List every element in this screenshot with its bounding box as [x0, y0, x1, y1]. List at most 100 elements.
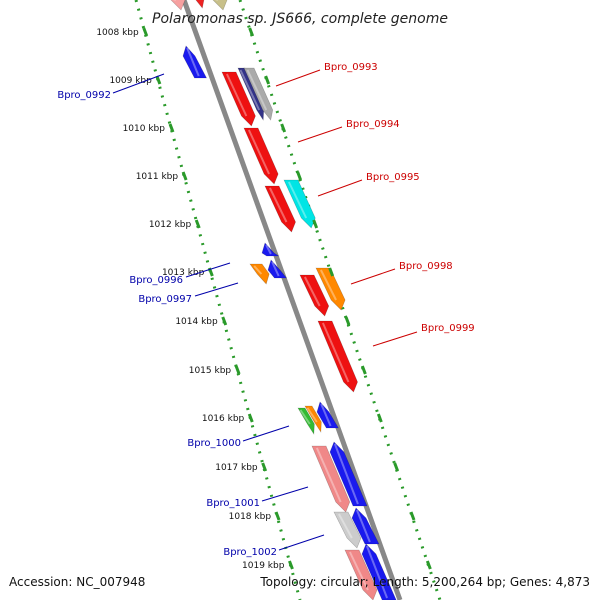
gene-highlight — [338, 513, 353, 539]
gene-label-forward: Bpro_0993 — [324, 62, 378, 73]
genome-summary-text: Topology: circular; Length: 5,200,264 bp… — [260, 575, 590, 589]
callout-line-reverse — [194, 282, 239, 297]
tick-label: 1016 kbp — [202, 414, 245, 424]
gene-stripe-navy — [237, 67, 265, 121]
gene-bpro-0996 — [261, 242, 280, 257]
tick-label: 1013 kbp — [162, 268, 205, 278]
outer-major-tick — [425, 560, 432, 570]
outer-major-tick — [296, 171, 303, 181]
gene-green — [297, 407, 315, 435]
gene-highlight — [355, 509, 371, 543]
gene-bpro-0998-orange — [315, 267, 346, 311]
tick-label: 1017 kbp — [215, 463, 258, 473]
gene-bpro-0997 — [267, 259, 288, 279]
tick-label: 1012 kbp — [149, 220, 192, 230]
gene-bottom-pink — [344, 549, 378, 600]
accession-text: Accession: NC_007948 — [9, 575, 146, 589]
gene-highlight — [287, 181, 308, 219]
gene-highlight — [304, 276, 321, 307]
inner-major-tick — [221, 316, 228, 326]
inner-major-tick — [194, 219, 201, 229]
inner-major-tick — [274, 511, 281, 521]
callout-line-forward — [350, 268, 396, 285]
tick-label: 1009 kbp — [109, 76, 152, 86]
genome-backbone — [181, 0, 403, 600]
gene-bpro-1001-blue — [329, 441, 368, 507]
gene-bpro-1001-pink — [311, 445, 351, 513]
callout-line-reverse — [185, 262, 231, 278]
outer-major-tick — [376, 413, 383, 423]
outer-major-tick — [280, 123, 287, 133]
inner-major-tick — [234, 365, 241, 375]
gene-highlight — [271, 261, 280, 277]
tick-label: 1018 kbp — [229, 512, 272, 522]
gene-highlight — [320, 269, 337, 301]
gene-bottom-blue — [361, 543, 397, 600]
tick-label: 1010 kbp — [123, 124, 166, 134]
callout-line-forward — [317, 179, 363, 197]
gene-highlight — [348, 551, 369, 591]
callout-line-reverse — [112, 73, 165, 94]
gene-orange-small — [249, 263, 270, 285]
gene-highlight — [333, 443, 359, 505]
callout-line-reverse — [278, 534, 325, 551]
gene-label-reverse: Bpro_0997 — [138, 294, 192, 305]
outer-major-tick — [393, 462, 400, 472]
inner-major-tick — [288, 560, 294, 570]
gene-label-reverse: Bpro_1000 — [187, 438, 241, 449]
gene-callouts: Bpro_0993 Bpro_0994 Bpro_0995 Bpro_0998 Bpro… — [57, 62, 474, 558]
outer-major-tick — [360, 365, 367, 375]
inner-major-tick — [247, 413, 254, 423]
tick-label: 1019 kbp — [242, 561, 285, 571]
gene-highlight — [253, 265, 263, 275]
gene-highlight — [320, 403, 332, 427]
outer-major-tick — [248, 27, 255, 37]
callout-line-forward — [372, 331, 418, 347]
gene-highlight — [306, 407, 318, 423]
gene-label-forward: Bpro_0995 — [366, 172, 420, 183]
gene-features — [170, 0, 397, 600]
gene-highlight — [186, 47, 200, 77]
callout-line-forward — [275, 69, 321, 87]
callout-line-forward — [297, 126, 343, 143]
outer-major-tick — [409, 511, 416, 521]
gene-bpro-0999 — [317, 320, 358, 393]
tick-label: 1011 kbp — [136, 172, 179, 182]
gene-label-forward: Bpro_0998 — [399, 261, 453, 272]
tick-labels: 1008 kbp 1009 kbp 1010 kbp 1011 kbp 1012 kbp… — [96, 27, 432, 571]
gene-label-reverse: Bpro_1002 — [223, 547, 277, 558]
outer-major-tick — [344, 316, 351, 326]
gene-bpro-0998-red — [299, 274, 330, 317]
gene-bpro-0995-red — [264, 185, 296, 233]
inner-major-tick — [142, 27, 149, 37]
tick-label: 1008 kbp — [96, 28, 139, 38]
gene-label-reverse: Bpro_0992 — [57, 90, 111, 101]
gene-highlight — [315, 447, 342, 503]
gene-label-forward: Bpro_0994 — [346, 119, 400, 130]
gene-bpro-0992 — [182, 45, 208, 79]
gene-bpro-1000-blue — [316, 401, 339, 429]
callout-line-reverse — [242, 425, 290, 442]
gene-highlight — [225, 73, 248, 117]
gene-highlight — [265, 244, 272, 255]
outer-major-tick — [312, 219, 319, 229]
gene-highlight — [239, 69, 261, 111]
inner-major-tick — [155, 75, 162, 85]
gene-label-reverse: Bpro_1001 — [206, 498, 260, 509]
inner-major-tick — [181, 171, 188, 181]
gene-bpro-1002-blue — [351, 507, 380, 545]
outer-major-tick — [264, 75, 271, 85]
gene-highlight — [247, 129, 270, 175]
gene-orange-narrow — [304, 405, 322, 433]
tick-label: 1014 kbp — [175, 317, 218, 327]
callout-line-reverse — [261, 486, 309, 502]
gene-highlight — [269, 187, 288, 223]
inner-major-tick — [261, 462, 268, 472]
gene-highlight — [365, 545, 388, 599]
gene-bpro-0993-inner — [221, 71, 256, 127]
gene-label-reverse: Bpro_0996 — [129, 275, 183, 286]
tick-label: 1015 kbp — [189, 366, 232, 376]
gene-label-forward: Bpro_0999 — [421, 323, 475, 334]
outer-major-tick — [328, 267, 335, 277]
